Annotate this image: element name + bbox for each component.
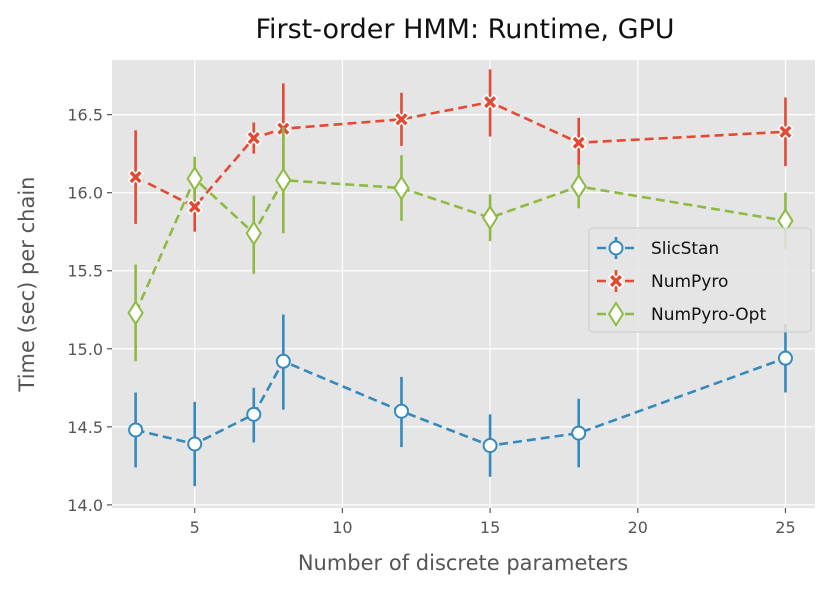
y-tick-label: 16.5 <box>67 106 103 125</box>
data-point <box>393 403 409 419</box>
y-axis-label: Time (sec) per chain <box>15 177 39 393</box>
legend-marker <box>607 272 625 290</box>
x-tick-label: 20 <box>628 518 648 537</box>
legend-entry: NumPyro <box>597 270 728 292</box>
x-tick-label: 25 <box>775 518 795 537</box>
data-point <box>481 93 499 111</box>
legend-marker <box>607 301 625 327</box>
x-tick-label: 5 <box>190 518 200 537</box>
legend-entry: SlicStan <box>597 237 719 259</box>
data-point <box>393 175 410 201</box>
legend: SlicStan NumPyro NumPyro-Opt <box>588 227 812 333</box>
x-axis-label: Number of discrete parameters <box>298 551 628 575</box>
y-tick-label: 16.0 <box>67 184 103 203</box>
data-point <box>186 198 204 216</box>
series-line <box>135 356 786 447</box>
data-point <box>570 134 588 152</box>
legend-entry: NumPyro-Opt <box>597 301 766 327</box>
data-point <box>481 204 499 231</box>
y-tick-label: 14.0 <box>67 496 103 515</box>
data-point <box>187 436 203 452</box>
data-point <box>246 406 262 422</box>
y-tick-label: 14.5 <box>67 418 103 437</box>
data-point <box>245 220 262 247</box>
data-point <box>245 129 263 147</box>
x-axis-ticks: 5 10 15 20 25 <box>190 508 796 537</box>
data-point <box>777 350 793 366</box>
series-line <box>134 176 786 314</box>
legend-label: NumPyro-Opt <box>651 305 766 325</box>
series-2 <box>127 127 794 362</box>
legend-label: NumPyro <box>651 272 728 292</box>
x-tick-label: 15 <box>480 518 500 537</box>
data-point <box>393 110 410 128</box>
series-line <box>135 100 786 209</box>
series-0 <box>128 314 793 487</box>
data-point <box>275 167 292 194</box>
y-axis-ticks: 14.0 14.5 15.0 15.5 16.0 16.5 <box>67 106 112 515</box>
data-point <box>186 165 203 192</box>
data-point <box>482 438 498 454</box>
data-point <box>127 300 144 326</box>
legend-label: SlicStan <box>651 239 719 259</box>
data-point <box>275 353 291 369</box>
y-tick-label: 15.5 <box>67 262 103 281</box>
chart-title: First-order HMM: Runtime, GPU <box>255 14 674 45</box>
legend-marker <box>608 240 624 256</box>
legend-box <box>588 227 812 333</box>
series-layer <box>127 69 794 487</box>
x-tick-label: 10 <box>332 518 352 537</box>
data-point <box>128 422 144 438</box>
y-tick-label: 15.0 <box>67 340 103 359</box>
data-point <box>777 123 794 141</box>
data-point <box>570 173 587 200</box>
data-point <box>127 168 144 186</box>
data-point <box>571 425 587 441</box>
